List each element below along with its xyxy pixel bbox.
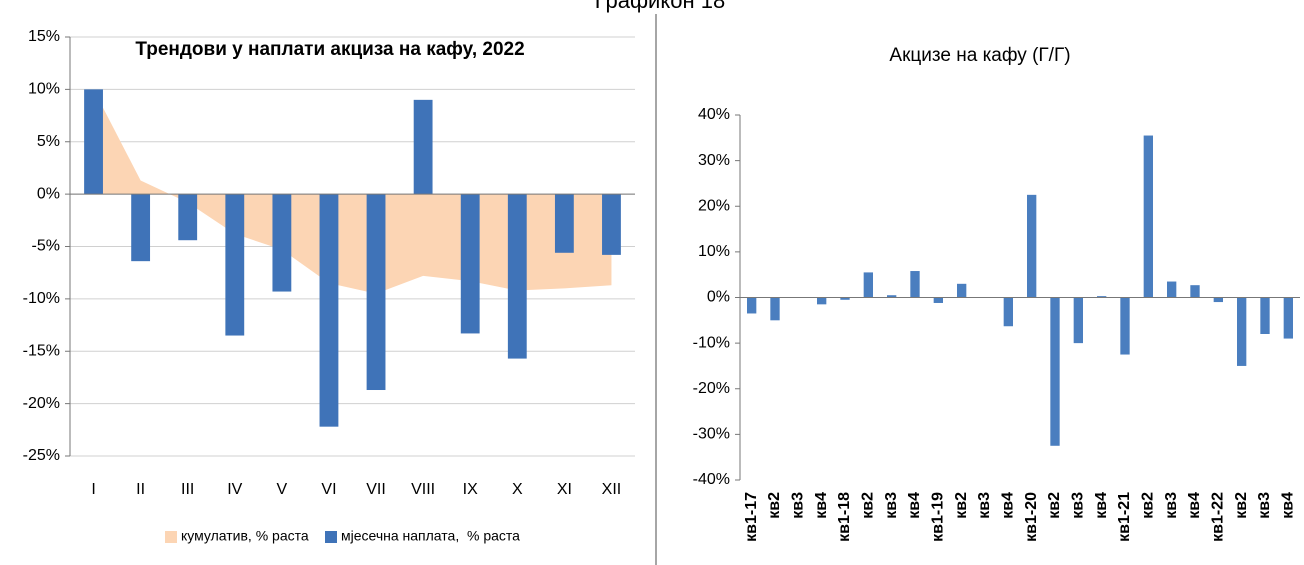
bar (863, 272, 873, 298)
y-tick-label: 10% (28, 81, 60, 98)
y-tick-label: 10% (698, 243, 730, 260)
x-tick-label: кв3 (1070, 492, 1087, 519)
x-tick-label: VII (366, 481, 386, 498)
y-tick-label: -10% (693, 334, 730, 351)
y-tick-label: -25% (23, 447, 60, 464)
bar (178, 194, 198, 241)
bar (817, 297, 827, 305)
x-tick-label: I (91, 481, 95, 498)
x-tick-label: кв2 (766, 492, 783, 519)
caption: Графикон 18 (595, 0, 725, 13)
bar (1143, 135, 1153, 298)
x-tick-label: кв1-21 (1116, 492, 1133, 542)
x-tick-label: кв1-20 (1023, 492, 1040, 542)
x-tick-label: VI (321, 481, 336, 498)
x-tick-label: кв4 (906, 492, 923, 519)
bar (507, 194, 527, 359)
legend-swatch (165, 531, 177, 543)
y-tick-label: -15% (23, 342, 60, 359)
bar (747, 297, 757, 314)
bar (1283, 297, 1293, 339)
x-tick-label: X (512, 481, 523, 498)
x-tick-label: XI (557, 481, 572, 498)
bar (1260, 297, 1270, 334)
bar (957, 283, 967, 298)
bar (554, 194, 574, 253)
cumulative-area (93, 89, 612, 294)
x-tick-label: кв4 (1093, 492, 1110, 519)
bar (1237, 297, 1247, 366)
bar (602, 194, 621, 255)
x-tick-label: кв3 (790, 492, 807, 519)
bar (933, 297, 943, 303)
y-tick-label: -20% (693, 380, 730, 397)
x-tick-label: кв2 (1046, 492, 1063, 519)
bar (1167, 281, 1177, 298)
x-tick-label: III (181, 481, 194, 498)
chart-title: Трендови у наплати акциза на кафу, 2022 (135, 39, 524, 60)
bar (1190, 285, 1200, 298)
bar (770, 297, 780, 321)
y-tick-label: -10% (23, 290, 60, 307)
bar (840, 297, 850, 300)
bar (225, 194, 245, 336)
x-tick-label: кв1-18 (836, 492, 853, 542)
bar (1213, 297, 1223, 303)
x-tick-label: XII (602, 481, 622, 498)
bar (84, 89, 103, 195)
legend-label: мјесечна наплата, % раста (341, 528, 520, 544)
x-tick-label: кв3 (1256, 492, 1273, 519)
x-tick-label: кв2 (860, 492, 877, 519)
bar (460, 194, 480, 334)
y-tick-label: 15% (28, 28, 60, 45)
legend-label: кумулатив, % раста (181, 528, 309, 544)
legend-swatch (325, 531, 337, 543)
x-tick-label: V (277, 481, 288, 498)
x-tick-label: кв4 (1000, 492, 1017, 519)
x-tick-label: кв2 (1233, 492, 1250, 519)
x-tick-label: VIII (411, 481, 435, 498)
bar (131, 194, 151, 262)
y-tick-label: -30% (693, 426, 730, 443)
y-tick-label: -5% (32, 238, 60, 255)
bar (1003, 297, 1013, 327)
bar (1073, 297, 1083, 344)
y-tick-label: 0% (707, 289, 730, 306)
bar (272, 194, 292, 292)
x-tick-label: кв2 (953, 492, 970, 519)
bar (319, 194, 339, 427)
y-tick-label: 5% (37, 133, 60, 150)
x-tick-label: кв3 (976, 492, 993, 519)
x-tick-label: кв3 (883, 492, 900, 519)
x-tick-label: кв4 (813, 492, 830, 519)
bar (1120, 297, 1130, 355)
bar (1027, 194, 1037, 298)
x-tick-label: кв2 (1140, 492, 1157, 519)
y-tick-label: 40% (698, 106, 730, 123)
bar (413, 99, 433, 195)
x-tick-label: кв3 (1163, 492, 1180, 519)
x-tick-label: кв1-19 (930, 492, 947, 542)
chart-title: Акцизе на кафу (Г/Г) (889, 45, 1070, 66)
x-tick-label: IV (227, 481, 242, 498)
x-tick-label: кв4 (1186, 492, 1203, 519)
y-tick-label: 0% (37, 185, 60, 202)
x-tick-label: кв1-22 (1210, 492, 1227, 542)
x-tick-label: II (136, 481, 145, 498)
x-tick-label: кв1-17 (743, 492, 760, 542)
bar (910, 271, 920, 298)
y-tick-label: -40% (693, 471, 730, 488)
bar (887, 295, 897, 298)
x-tick-label: IX (463, 481, 478, 498)
bar (1097, 296, 1107, 298)
x-tick-label: кв4 (1280, 492, 1297, 519)
bar (1050, 297, 1060, 446)
y-tick-label: 30% (698, 152, 730, 169)
y-tick-label: -20% (23, 395, 60, 412)
bar (366, 194, 386, 391)
y-tick-label: 20% (698, 197, 730, 214)
